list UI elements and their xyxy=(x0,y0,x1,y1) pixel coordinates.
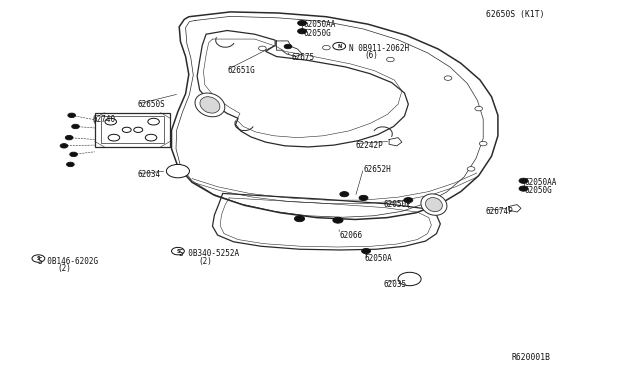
Circle shape xyxy=(68,113,76,118)
Circle shape xyxy=(166,164,189,178)
Text: 62050AA: 62050AA xyxy=(525,178,557,187)
Text: 62242P: 62242P xyxy=(355,141,383,150)
Circle shape xyxy=(333,42,346,50)
Circle shape xyxy=(145,134,157,141)
Circle shape xyxy=(340,192,349,197)
Text: 62652H: 62652H xyxy=(364,165,391,174)
Text: 62650S: 62650S xyxy=(138,100,165,109)
Text: N 0B911-2062H: N 0B911-2062H xyxy=(349,44,409,53)
Circle shape xyxy=(284,44,292,49)
Text: (2): (2) xyxy=(198,257,212,266)
Circle shape xyxy=(294,216,305,222)
Text: 62651G: 62651G xyxy=(227,66,255,75)
Text: 62675: 62675 xyxy=(291,53,314,62)
Circle shape xyxy=(298,20,307,26)
Text: 62674P: 62674P xyxy=(485,207,513,216)
Text: 62740: 62740 xyxy=(93,115,116,124)
Circle shape xyxy=(148,118,159,125)
Circle shape xyxy=(65,135,73,140)
Ellipse shape xyxy=(426,198,442,212)
Circle shape xyxy=(519,178,528,183)
Text: 62034: 62034 xyxy=(138,170,161,179)
Circle shape xyxy=(134,127,143,132)
Circle shape xyxy=(172,167,184,175)
Circle shape xyxy=(475,106,483,111)
Text: 62650S (K1T): 62650S (K1T) xyxy=(486,10,545,19)
Text: (2): (2) xyxy=(58,264,72,273)
Text: 62050G: 62050G xyxy=(525,186,552,195)
Circle shape xyxy=(172,247,184,255)
Text: S 0B340-5252A: S 0B340-5252A xyxy=(179,249,239,258)
Circle shape xyxy=(519,186,528,191)
Text: S 0B146-6202G: S 0B146-6202G xyxy=(38,257,99,266)
Text: 62050E: 62050E xyxy=(384,200,412,209)
Circle shape xyxy=(70,152,77,157)
Ellipse shape xyxy=(195,93,225,117)
Circle shape xyxy=(259,46,266,51)
Ellipse shape xyxy=(421,194,447,215)
Bar xyxy=(101,116,164,143)
Circle shape xyxy=(359,195,368,201)
Circle shape xyxy=(467,167,475,171)
Circle shape xyxy=(333,217,343,223)
Circle shape xyxy=(32,255,45,262)
Text: S: S xyxy=(176,248,180,254)
Circle shape xyxy=(362,248,371,254)
Circle shape xyxy=(479,141,487,146)
Circle shape xyxy=(444,76,452,80)
Circle shape xyxy=(323,45,330,50)
Circle shape xyxy=(60,144,68,148)
Circle shape xyxy=(387,57,394,62)
Circle shape xyxy=(122,127,131,132)
Text: N: N xyxy=(337,44,341,49)
Circle shape xyxy=(72,124,79,129)
Bar xyxy=(95,113,170,147)
Circle shape xyxy=(404,198,413,203)
Text: 62035: 62035 xyxy=(384,280,407,289)
Text: 62050G: 62050G xyxy=(304,29,332,38)
Circle shape xyxy=(108,134,120,141)
Circle shape xyxy=(67,162,74,167)
Text: 62066: 62066 xyxy=(339,231,362,240)
Circle shape xyxy=(403,275,416,283)
Circle shape xyxy=(105,118,116,125)
Circle shape xyxy=(398,272,421,286)
Text: (6): (6) xyxy=(365,51,379,60)
Circle shape xyxy=(298,29,307,34)
Text: R620001B: R620001B xyxy=(512,353,551,362)
Text: 62050AA: 62050AA xyxy=(304,20,337,29)
Text: 62050A: 62050A xyxy=(365,254,392,263)
Ellipse shape xyxy=(200,97,220,113)
Text: S: S xyxy=(36,256,40,261)
